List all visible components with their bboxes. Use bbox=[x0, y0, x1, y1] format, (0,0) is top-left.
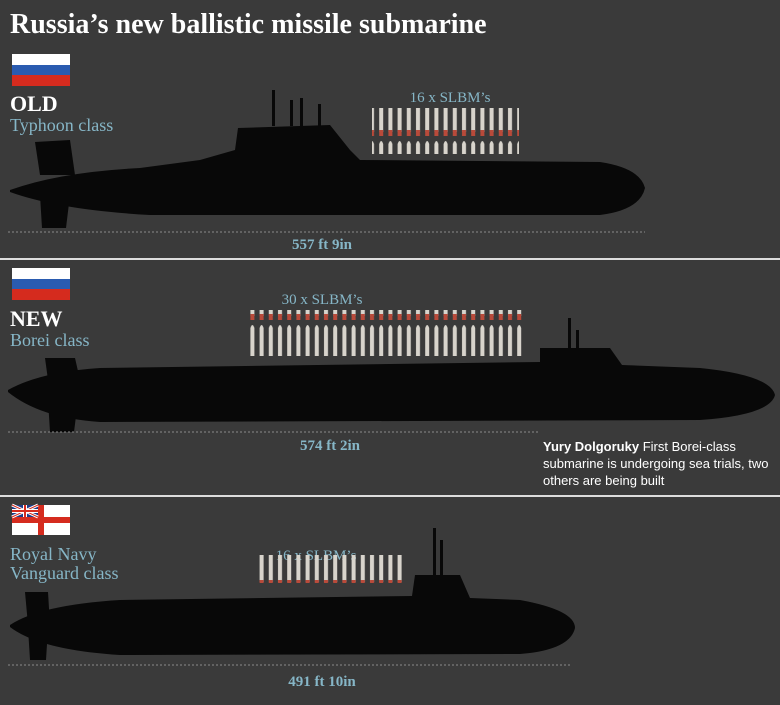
missile-icons bbox=[255, 555, 402, 583]
missile-label: 16 x SLBM’s bbox=[410, 90, 491, 106]
submarine-borei bbox=[8, 318, 775, 432]
missile-label: 30 x SLBM’s bbox=[282, 292, 363, 308]
note-bold: Yury Dolgoruky bbox=[543, 439, 640, 454]
flag-royal-navy bbox=[11, 503, 70, 535]
class-name: Vanguard class bbox=[10, 563, 118, 583]
length: 574 ft 2in bbox=[300, 438, 361, 454]
note: Yury Dolgoruky First Borei-class submari… bbox=[543, 438, 779, 489]
missile-icons bbox=[248, 310, 524, 356]
flag-russia bbox=[12, 54, 70, 86]
missile-icons bbox=[372, 108, 519, 154]
length: 491 ft 10in bbox=[288, 674, 356, 690]
title: Russia’s new ballistic missile submarine bbox=[10, 9, 487, 40]
note-text: First Borei-class submarine is undergoin… bbox=[543, 439, 769, 488]
length: 557 ft 9in bbox=[292, 237, 353, 253]
status: NEW bbox=[10, 306, 63, 331]
submarine-typhoon bbox=[10, 90, 645, 228]
flag-russia bbox=[12, 268, 70, 300]
submarine-vanguard bbox=[10, 528, 575, 660]
status: OLD bbox=[10, 91, 58, 116]
class-name: Typhoon class bbox=[10, 115, 113, 135]
class-name: Royal Navy bbox=[10, 544, 96, 564]
class-name: Borei class bbox=[10, 330, 89, 350]
